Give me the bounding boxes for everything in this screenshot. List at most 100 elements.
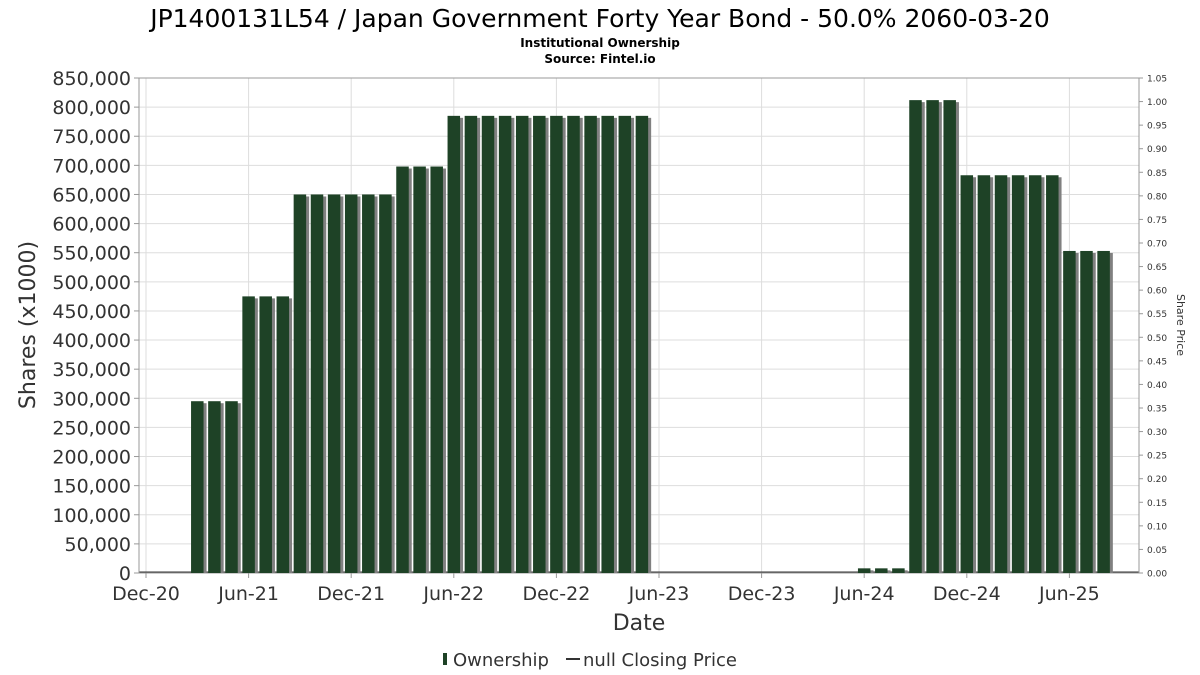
y-axis-ticks: 0 50,000 100,000 150,000 200,000 250,000 300,0… (52, 68, 139, 585)
y-tick-label: 550,000 (52, 243, 131, 265)
x-tick-label: Jun-21 (217, 583, 279, 605)
x-tick-label: Jun-25 (1038, 583, 1100, 605)
ownership-bar (276, 296, 290, 573)
ownership-bar (481, 115, 495, 574)
ownership-bar (926, 100, 939, 574)
y-tick-label: 350,000 (52, 359, 131, 381)
ownership-bar (892, 568, 905, 573)
ownership-bar (909, 100, 922, 574)
y-tick-label: 450,000 (52, 301, 131, 323)
y-tick-label: 750,000 (52, 126, 131, 148)
ownership-bar (977, 175, 991, 574)
y2-tick-label: 0.30 (1147, 428, 1167, 438)
y2-tick-label: 0.95 (1147, 122, 1167, 132)
ownership-bar (1046, 175, 1059, 574)
ownership-bar (994, 175, 1008, 574)
x-tick-label: Jun-23 (628, 583, 690, 605)
ownership-bar (550, 115, 563, 574)
chart-title: JP1400131L54 / Japan Government Forty Ye… (148, 4, 1050, 33)
y2-tick-label: 0.45 (1147, 357, 1167, 367)
ownership-bar (1063, 250, 1076, 574)
legend-ownership-swatch (443, 653, 447, 665)
y-tick-label: 650,000 (52, 184, 131, 206)
ownership-bar (1011, 175, 1025, 574)
x-tick-label: Dec-21 (317, 583, 385, 605)
y2-tick-label: 0.10 (1147, 522, 1167, 532)
x-tick-label: Dec-20 (112, 583, 180, 605)
y2-tick-label: 0.55 (1147, 310, 1167, 320)
ownership-bar (1080, 250, 1093, 574)
ownership-bar (515, 115, 529, 574)
ownership-bar (259, 296, 272, 573)
y2-tick-label: 0.70 (1147, 240, 1167, 250)
y2-tick-label: 0.65 (1147, 263, 1167, 273)
chart-subtitle: Institutional Ownership (520, 36, 680, 50)
ownership-bar (208, 401, 221, 573)
legend: Ownership null Closing Price (443, 650, 737, 671)
legend-price-swatch (566, 658, 580, 660)
y-tick-label: 50,000 (65, 534, 131, 556)
y-tick-label: 500,000 (52, 272, 131, 294)
y2-tick-label: 0.80 (1147, 192, 1167, 202)
ownership-bar (293, 194, 307, 573)
ownership-bar (413, 166, 426, 574)
y2-axis-ticks: 0.00 0.05 0.10 0.15 0.20 0.25 0.30 0.35 0.40 0.45… (1139, 75, 1167, 580)
ownership-bar (310, 194, 324, 573)
y2-tick-label: 0.15 (1147, 499, 1167, 509)
ownership-bar (857, 568, 871, 573)
x-tick-label: Jun-22 (422, 583, 484, 605)
y2-tick-label: 0.85 (1147, 169, 1167, 179)
chart-source: Source: Fintel.io (544, 52, 655, 66)
ownership-bar (618, 115, 632, 574)
ownership-bar (601, 115, 614, 574)
y2-tick-label: 0.05 (1147, 546, 1167, 556)
ownership-bar (943, 100, 956, 574)
y-tick-label: 800,000 (52, 97, 131, 119)
y-tick-label: 400,000 (52, 330, 131, 352)
y2-tick-label: 1.00 (1147, 98, 1167, 108)
ownership-bar (464, 115, 478, 574)
y-tick-label: 150,000 (52, 476, 131, 498)
y2-tick-label: 0.90 (1147, 145, 1167, 155)
y-tick-label: 600,000 (52, 214, 131, 236)
ownership-bar (225, 401, 238, 573)
x-tick-label: Dec-24 (933, 583, 1001, 605)
ownership-bar (362, 194, 375, 573)
y2-tick-label: 0.35 (1147, 405, 1167, 415)
ownership-bar (430, 166, 443, 574)
y2-tick-label: 0.50 (1147, 334, 1167, 344)
y-tick-label: 100,000 (52, 505, 131, 527)
y2-tick-label: 0.75 (1147, 216, 1167, 226)
y-tick-label: 200,000 (52, 447, 131, 469)
ownership-bar (533, 115, 546, 574)
x-axis-ticks: Dec-20 Jun-21 Dec-21 Jun-22 Dec-22 Jun-23 Dec-… (112, 573, 1100, 605)
y2-tick-label: 0.00 (1147, 570, 1167, 580)
ownership-bar (327, 194, 341, 573)
ownership-bar (1028, 175, 1042, 574)
ownership-bar (635, 115, 649, 574)
ownership-bar (567, 115, 580, 574)
ownership-bars (191, 100, 1113, 574)
ownership-bar (242, 296, 255, 573)
y2-axis-label: Share Price (1174, 294, 1187, 356)
y2-tick-label: 1.05 (1147, 75, 1167, 85)
y-tick-label: 0 (119, 563, 131, 585)
y2-tick-label: 0.20 (1147, 475, 1167, 485)
ownership-bar (960, 175, 974, 574)
y-tick-label: 250,000 (52, 417, 131, 439)
x-tick-label: Dec-23 (728, 583, 796, 605)
x-axis-label: Date (613, 611, 666, 636)
x-tick-label: Dec-22 (522, 583, 590, 605)
y2-tick-label: 0.40 (1147, 381, 1167, 391)
legend-price-label: null Closing Price (583, 650, 737, 671)
ownership-bar (191, 401, 204, 573)
y-tick-label: 300,000 (52, 388, 131, 410)
ownership-bar (447, 115, 461, 574)
y-tick-label: 850,000 (52, 68, 131, 90)
ownership-bar (379, 194, 392, 573)
y-tick-label: 700,000 (52, 155, 131, 177)
y-axis-label: Shares (x1000) (16, 241, 41, 409)
ownership-bar (396, 166, 409, 574)
y2-tick-label: 0.25 (1147, 452, 1167, 462)
